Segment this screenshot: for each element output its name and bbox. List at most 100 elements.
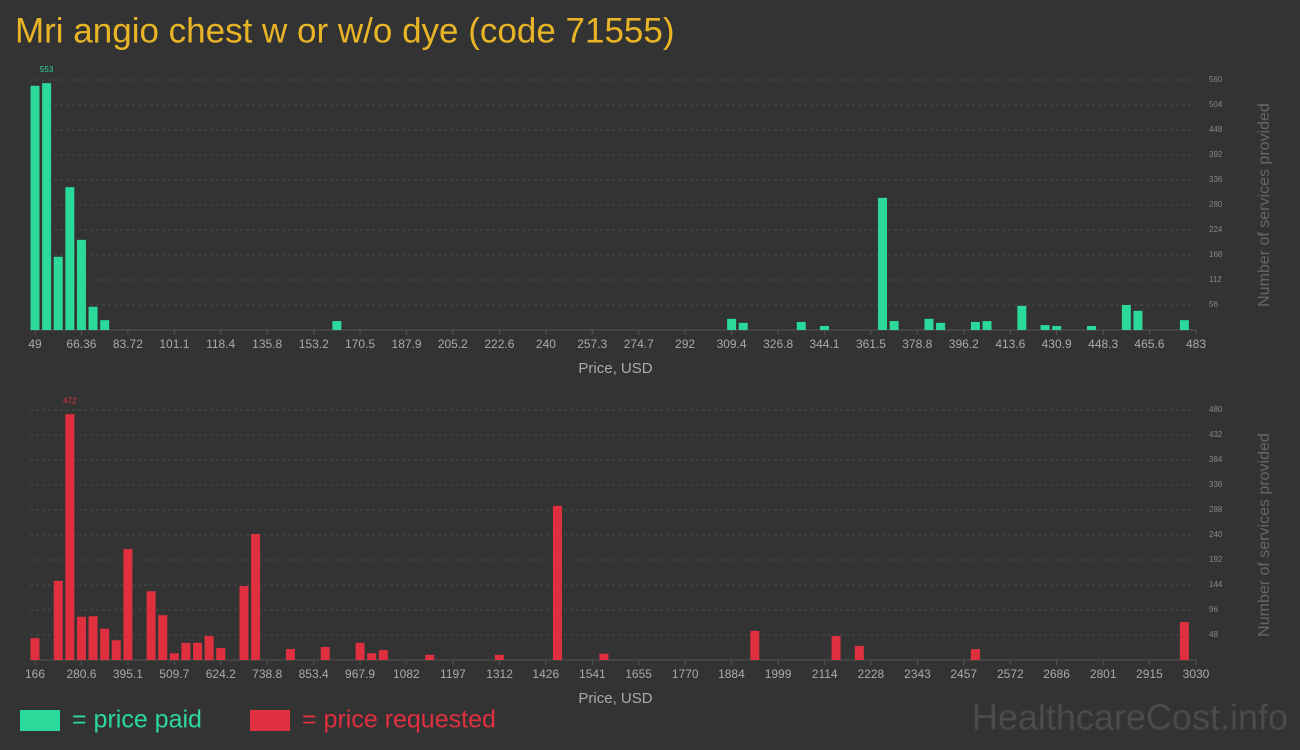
y-tick-label: 336	[1209, 175, 1223, 184]
bar	[599, 653, 609, 660]
x-tick-label: 292	[675, 337, 695, 351]
bar	[552, 505, 562, 660]
y-tick-label: 56	[1209, 300, 1218, 309]
y-tick-label: 392	[1209, 150, 1223, 159]
bar	[158, 615, 168, 660]
bar	[285, 649, 295, 660]
bar	[738, 322, 748, 330]
bar	[1179, 621, 1189, 660]
x-tick-label: 413.6	[995, 337, 1025, 351]
x-tick-label: 1082	[393, 667, 420, 681]
x-tick-label: 853.4	[299, 667, 329, 681]
bar	[239, 586, 249, 660]
watermark: HealthcareCost.info	[972, 697, 1288, 738]
bar	[982, 321, 992, 330]
bar	[65, 414, 75, 660]
x-tick-label: 2686	[1043, 667, 1070, 681]
y-tick-label: 480	[1209, 405, 1223, 414]
x-tick-label: 465.6	[1134, 337, 1164, 351]
y-axis-title: Number of services provided	[1256, 433, 1273, 637]
bar	[1121, 305, 1131, 330]
y-tick-label: 112	[1209, 275, 1222, 284]
x-tick-label: 430.9	[1042, 337, 1072, 351]
x-tick-label: 1312	[486, 667, 513, 681]
legend-label: = price paid	[72, 706, 202, 734]
x-tick-label: 967.9	[345, 667, 375, 681]
bar	[76, 616, 86, 660]
bar	[1133, 310, 1143, 330]
bar	[936, 322, 946, 330]
bar	[878, 197, 888, 330]
bar	[30, 638, 40, 660]
bar	[494, 654, 504, 660]
x-tick-label: 395.1	[113, 667, 143, 681]
bar	[1017, 305, 1027, 330]
bar	[355, 642, 365, 660]
legend-swatch	[20, 710, 60, 731]
x-tick-label: 187.9	[392, 337, 422, 351]
y-tick-label: 384	[1209, 455, 1223, 464]
bar	[76, 239, 86, 330]
bar	[1052, 325, 1062, 330]
x-tick-label: 280.6	[66, 667, 96, 681]
x-tick-label: 1999	[765, 667, 792, 681]
x-tick-label: 3030	[1183, 667, 1210, 681]
x-tick-label: 483	[1186, 337, 1206, 351]
bar	[831, 636, 841, 660]
bar	[100, 320, 110, 330]
bar	[88, 616, 98, 660]
bar	[146, 591, 156, 660]
bar	[819, 325, 829, 330]
x-tick-label: 153.2	[299, 337, 329, 351]
x-tick-label: 624.2	[206, 667, 236, 681]
bar	[88, 306, 98, 330]
bar	[727, 318, 737, 330]
x-tick-label: 1541	[579, 667, 606, 681]
bar	[332, 321, 342, 330]
x-tick-label: 1426	[532, 667, 559, 681]
bar	[970, 649, 980, 660]
x-tick-label: 2457	[950, 667, 977, 681]
page-title: Mri angio chest w or w/o dye (code 71555…	[15, 11, 675, 50]
x-tick-label: 448.3	[1088, 337, 1118, 351]
bar	[970, 321, 980, 330]
bar	[1179, 320, 1189, 330]
x-tick-label: 240	[536, 337, 556, 351]
bar	[65, 187, 75, 330]
x-tick-label: 222.6	[484, 337, 514, 351]
y-tick-label: 144	[1209, 580, 1223, 589]
bar	[181, 642, 191, 660]
y-tick-label: 504	[1209, 100, 1223, 109]
bar	[111, 640, 121, 660]
bar	[30, 85, 40, 330]
bar	[796, 321, 806, 330]
x-tick-label: 2915	[1136, 667, 1163, 681]
x-axis-title: Price, USD	[578, 360, 652, 377]
bar	[367, 653, 377, 660]
y-tick-label: 168	[1209, 250, 1223, 259]
y-tick-label: 448	[1209, 125, 1223, 134]
x-tick-label: 309.4	[717, 337, 747, 351]
bar	[750, 630, 760, 660]
value-label: 472	[63, 396, 77, 405]
x-tick-label: 1197	[440, 667, 466, 681]
bar	[320, 646, 330, 660]
x-tick-label: 205.2	[438, 337, 468, 351]
y-tick-label: 48	[1209, 630, 1218, 639]
x-tick-label: 2114	[812, 667, 838, 681]
bar	[204, 636, 214, 660]
x-tick-label: 738.8	[252, 667, 282, 681]
bar	[854, 645, 864, 660]
bar	[1040, 325, 1050, 330]
bar	[216, 648, 226, 660]
x-tick-label: 344.1	[809, 337, 839, 351]
bar	[53, 256, 63, 330]
bar	[169, 653, 179, 660]
x-tick-label: 257.3	[577, 337, 607, 351]
x-tick-label: 2343	[904, 667, 931, 681]
bar	[53, 580, 63, 660]
bar	[378, 650, 388, 660]
bar	[251, 533, 261, 660]
